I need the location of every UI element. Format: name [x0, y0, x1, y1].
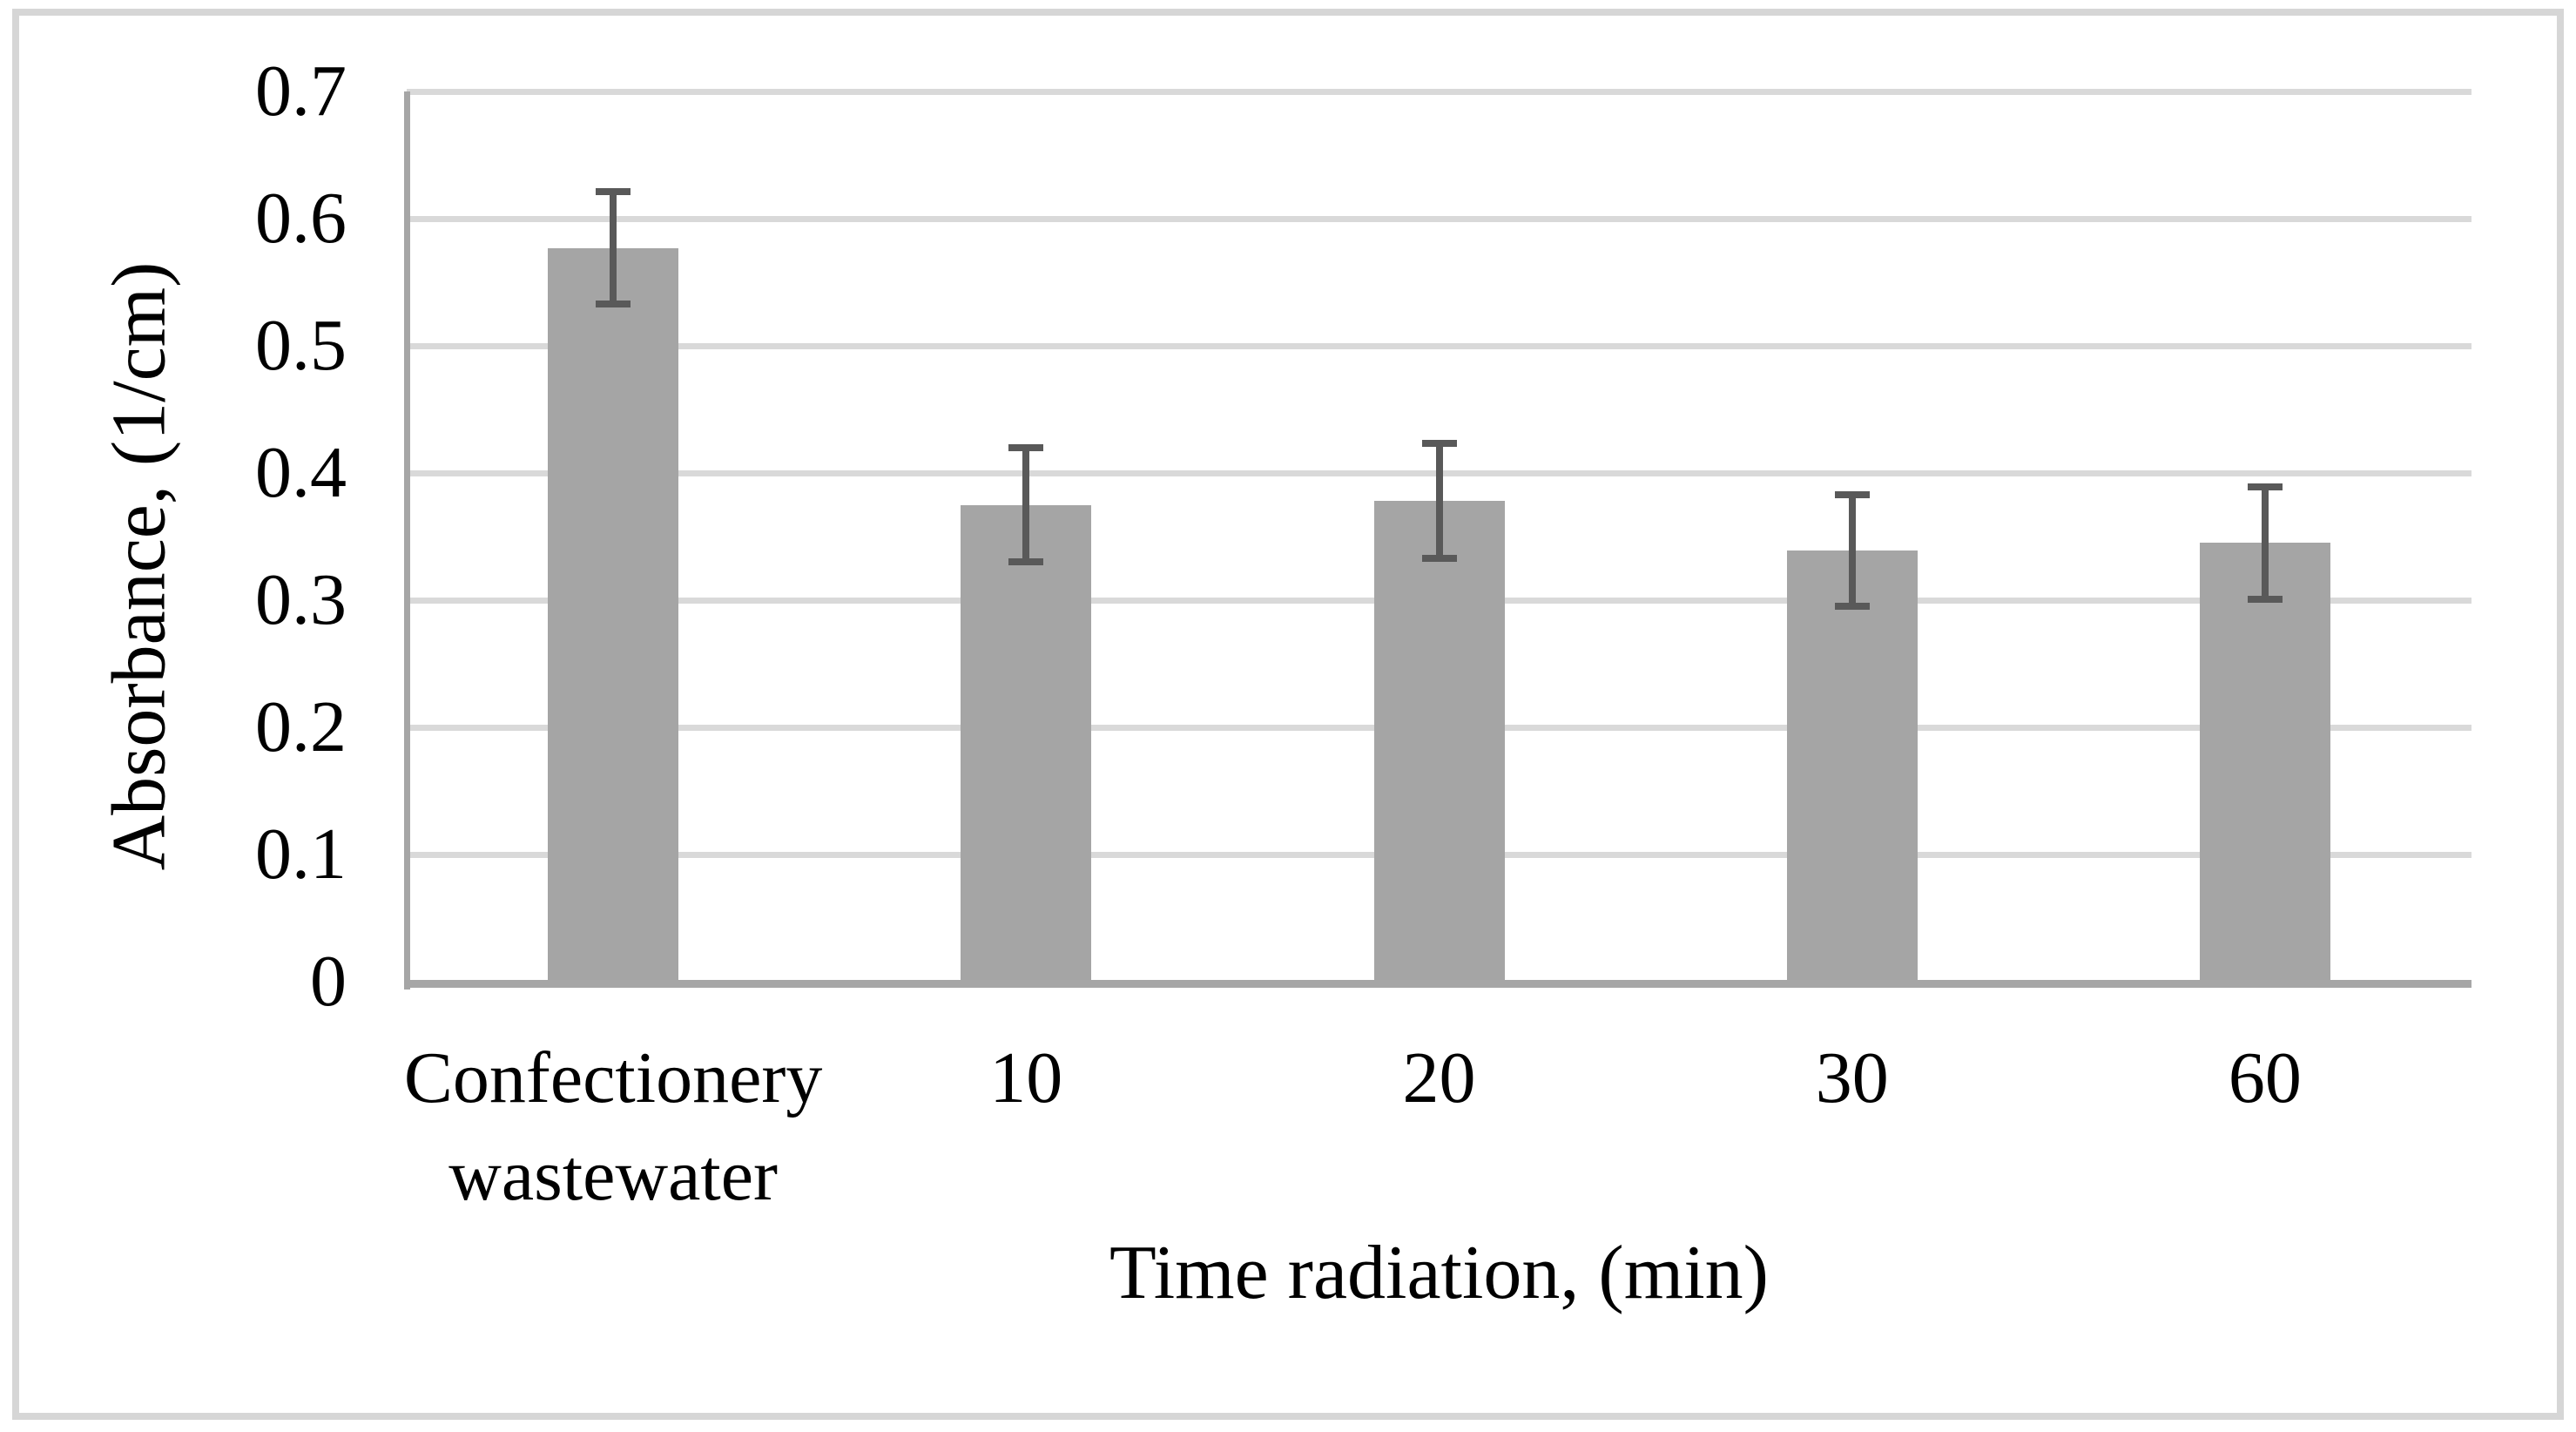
error-bar-bottom-cap — [2247, 595, 2283, 603]
gridline — [407, 343, 2471, 349]
figure-border — [12, 9, 2564, 1420]
y-tick-label: 0.5 — [255, 305, 347, 386]
y-tick-label: 0.6 — [255, 178, 347, 259]
y-tick-label: 0.3 — [255, 559, 347, 640]
bar — [2199, 543, 2330, 982]
x-category-label: 30 — [1815, 1037, 1889, 1118]
error-bar-line — [1435, 443, 1443, 558]
bar — [1373, 501, 1505, 982]
x-axis-title: Time radiation, (min) — [1109, 1231, 1769, 1315]
y-tick-label: 0.4 — [255, 432, 347, 513]
x-category-label: 10 — [989, 1037, 1063, 1118]
error-bar-top-cap — [596, 188, 631, 196]
error-bar-top-cap — [1834, 490, 1870, 498]
bar — [961, 504, 1092, 982]
gridline — [407, 216, 2471, 222]
y-tick-label: 0 — [310, 941, 347, 1022]
error-bar-bottom-cap — [596, 300, 631, 307]
y-axis-line — [404, 91, 410, 990]
bar — [1786, 551, 1918, 982]
y-tick-label: 0.7 — [255, 51, 347, 132]
plot-area — [404, 89, 2471, 990]
error-bar-line — [2261, 487, 2269, 599]
gridline — [407, 89, 2471, 95]
y-tick-label: 0.2 — [255, 686, 347, 767]
y-tick-label: 0.1 — [255, 814, 347, 895]
error-bar-line — [1022, 447, 1030, 563]
error-bar-line — [610, 192, 617, 304]
x-category-label: 20 — [1402, 1037, 1476, 1118]
error-bar-top-cap — [2247, 483, 2283, 491]
error-bar-bottom-cap — [1834, 603, 1870, 611]
x-axis-line — [407, 980, 2471, 988]
error-bar-bottom-cap — [1008, 558, 1044, 566]
error-bar-top-cap — [1008, 443, 1044, 451]
x-category-label: Confectionery wastewater — [403, 1037, 823, 1216]
error-bar-bottom-cap — [1421, 554, 1457, 562]
bar — [548, 247, 679, 982]
error-bar-top-cap — [1421, 440, 1457, 448]
error-bar-line — [1848, 494, 1856, 607]
x-category-label: 60 — [2228, 1037, 2302, 1118]
